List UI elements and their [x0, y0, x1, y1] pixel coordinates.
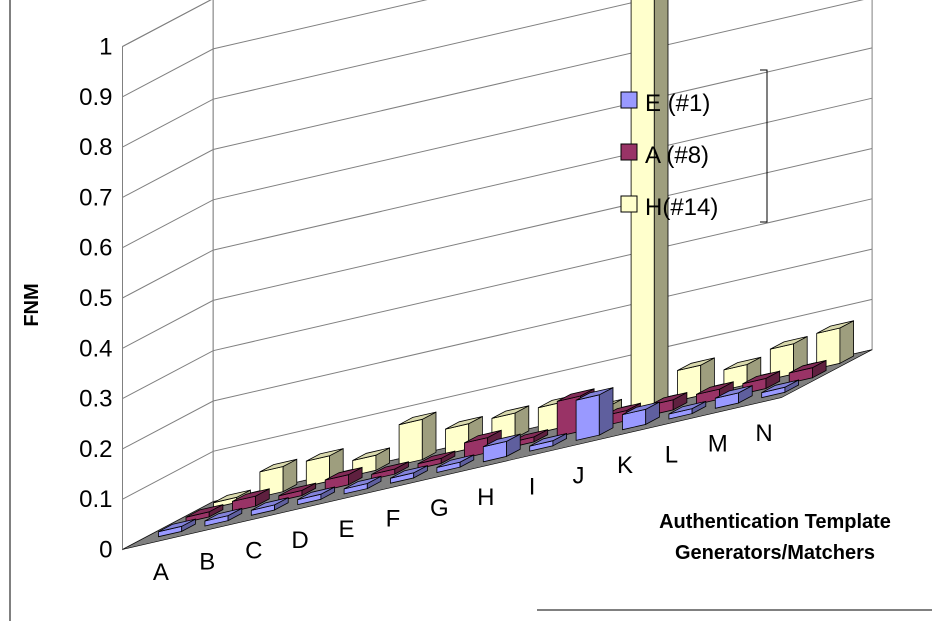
- bar: [769, 335, 808, 380]
- bar: [482, 433, 521, 463]
- bar: [668, 400, 707, 420]
- bar: [714, 384, 753, 409]
- y-tick-label: 1: [99, 34, 112, 61]
- x-tick-label: D: [291, 527, 308, 554]
- y-tick-label: 0.7: [79, 184, 112, 211]
- bar: [622, 401, 660, 431]
- bar: [630, 0, 669, 412]
- legend-label: E (#1): [645, 90, 710, 117]
- x-tick-label: G: [430, 495, 449, 522]
- bar: [398, 411, 437, 466]
- y-tick-label: 0.5: [79, 285, 112, 312]
- x-axis-title-line2: Generators/Matchers: [675, 542, 875, 564]
- bar: [204, 507, 243, 527]
- y-tick-label: 0.3: [79, 386, 112, 413]
- bar: [761, 379, 799, 399]
- gridline: [122, 0, 646, 148]
- bar: [417, 450, 456, 470]
- side-wall: [122, 0, 214, 551]
- legend: E (#1) A (#8) H(#14): [620, 69, 768, 223]
- y-tick-label: 0.6: [79, 235, 112, 262]
- bar: [788, 359, 827, 384]
- x-tick-label: H: [477, 484, 494, 511]
- y-tick-labels: 0 0.1 0.2 0.3 0.4 0.5 0.6 0.7 0.8 0.9 1: [79, 34, 112, 564]
- x-tick-label: E: [338, 516, 354, 543]
- bar: [677, 357, 715, 402]
- x-tick-label: F: [386, 506, 401, 533]
- legend-swatch: [620, 195, 638, 213]
- y-tick-label: 0.2: [79, 436, 112, 463]
- bars: [158, 0, 854, 538]
- legend-label: A (#8): [645, 142, 709, 169]
- bar: [436, 454, 475, 474]
- gridline: [122, 0, 428, 98]
- bar: [305, 447, 344, 487]
- bar: [529, 432, 567, 452]
- legend-label: H(#14): [645, 194, 718, 221]
- x-tick-label: N: [755, 420, 772, 447]
- y-tick-label: 0: [99, 537, 112, 564]
- x-tick-label: B: [199, 548, 215, 575]
- x-tick-label: K: [617, 452, 633, 479]
- bar: [250, 497, 289, 516]
- x-axis-title-line1: Authentication Template: [659, 511, 891, 533]
- bar: [231, 488, 270, 513]
- x-tick-label: M: [708, 431, 728, 458]
- y-tick-label: 0.8: [79, 134, 112, 161]
- x-tick-label: A: [153, 559, 169, 586]
- y-axis-title: FNM: [21, 283, 43, 326]
- x-tick-label: L: [665, 441, 678, 468]
- legend-swatch: [620, 143, 638, 161]
- y-tick-label: 0.9: [79, 84, 112, 111]
- bar: [575, 386, 614, 441]
- legend-swatch: [620, 91, 638, 109]
- bar: [390, 464, 428, 484]
- gridline: [122, 0, 212, 47]
- bar: [324, 466, 363, 491]
- bar: [158, 518, 196, 538]
- bar: [816, 320, 854, 370]
- x-tick-label: C: [245, 538, 262, 565]
- x-tick-label: I: [529, 473, 536, 500]
- bar: [297, 486, 336, 506]
- y-tick-label: 0.4: [79, 335, 112, 362]
- bar: [343, 475, 382, 495]
- x-tick-label: J: [573, 463, 585, 490]
- y-tick-label: 0.1: [79, 486, 112, 513]
- bar: [213, 489, 251, 509]
